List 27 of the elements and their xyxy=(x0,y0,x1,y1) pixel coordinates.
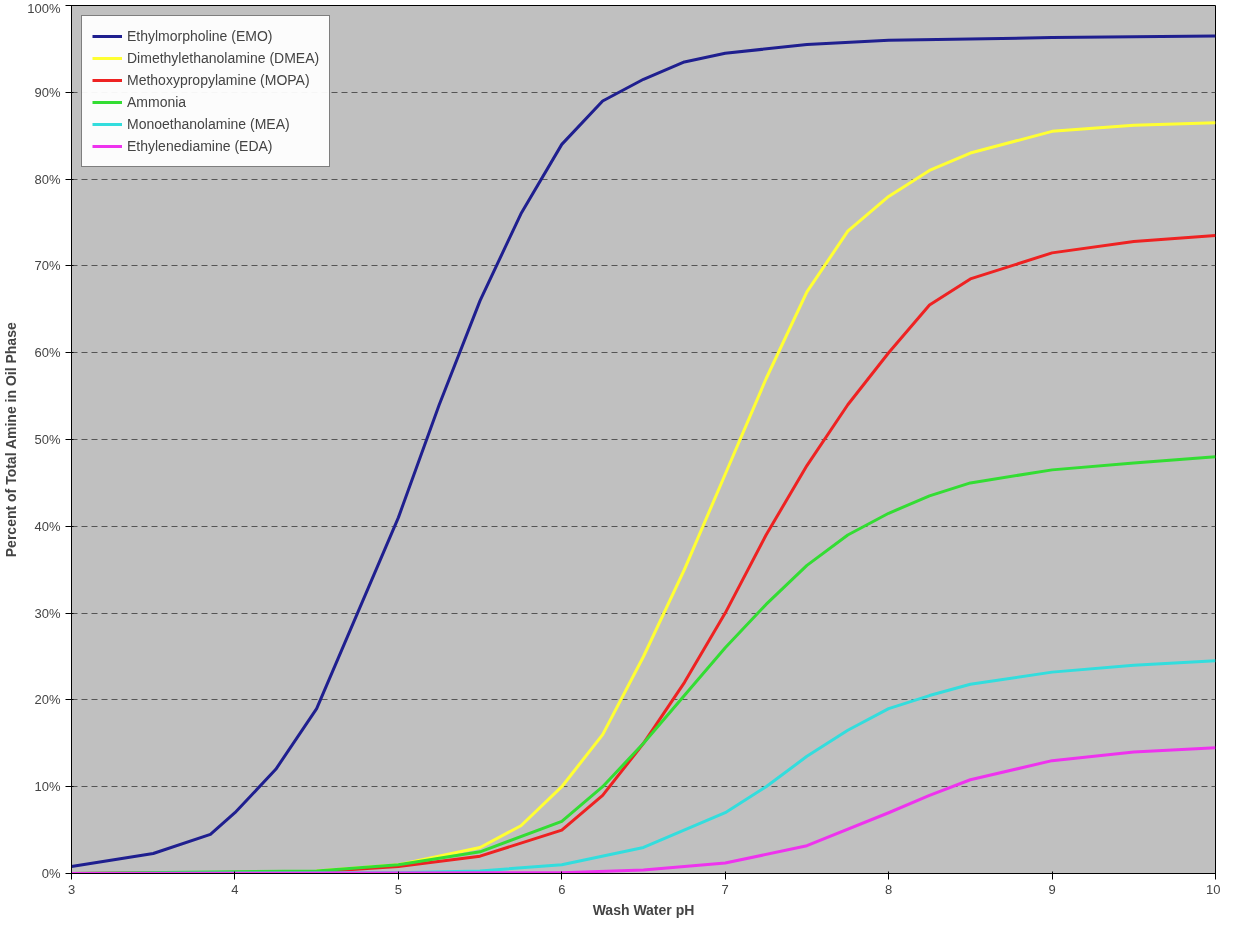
y-tick-label: 20% xyxy=(34,692,61,708)
y-tick-label: 60% xyxy=(34,345,61,361)
y-tick-label: 10% xyxy=(34,779,61,795)
y-tick-label: 80% xyxy=(34,171,61,187)
y-tick-label: 40% xyxy=(34,518,61,534)
x-tick-label: 9 xyxy=(1048,881,1056,897)
x-tick-label: 5 xyxy=(394,881,402,897)
legend-label: Methoxypropylamine (MOPA) xyxy=(127,72,310,88)
x-tick-label: 8 xyxy=(885,881,893,897)
x-tick-label: 4 xyxy=(231,881,239,897)
y-axis-title: Percent of Total Amine in Oil Phase xyxy=(3,322,20,558)
y-tick-label: 70% xyxy=(34,258,61,274)
x-tick-label: 6 xyxy=(558,881,566,897)
y-tick-label: 50% xyxy=(34,432,61,447)
legend-label: Dimethylethanolamine (DMEA) xyxy=(127,50,320,66)
x-tick-label: 7 xyxy=(721,881,729,897)
y-tick-label: 0% xyxy=(41,866,61,881)
legend-label: Monoethanolamine (MEA) xyxy=(127,116,290,132)
legend-label: Ethylenediamine (EDA) xyxy=(127,138,273,154)
y-tick-label: 100% xyxy=(27,0,61,16)
x-tick-label: 3 xyxy=(67,881,76,897)
x-tick-label: 10 xyxy=(1206,881,1221,897)
legend-label: Ethylmorpholine (EMO) xyxy=(127,28,273,44)
x-axis-title: Wash Water pH xyxy=(592,901,695,918)
y-tick-label: 90% xyxy=(34,84,61,100)
y-tick-label: 30% xyxy=(34,605,61,621)
legend-label: Ammonia xyxy=(127,94,187,110)
